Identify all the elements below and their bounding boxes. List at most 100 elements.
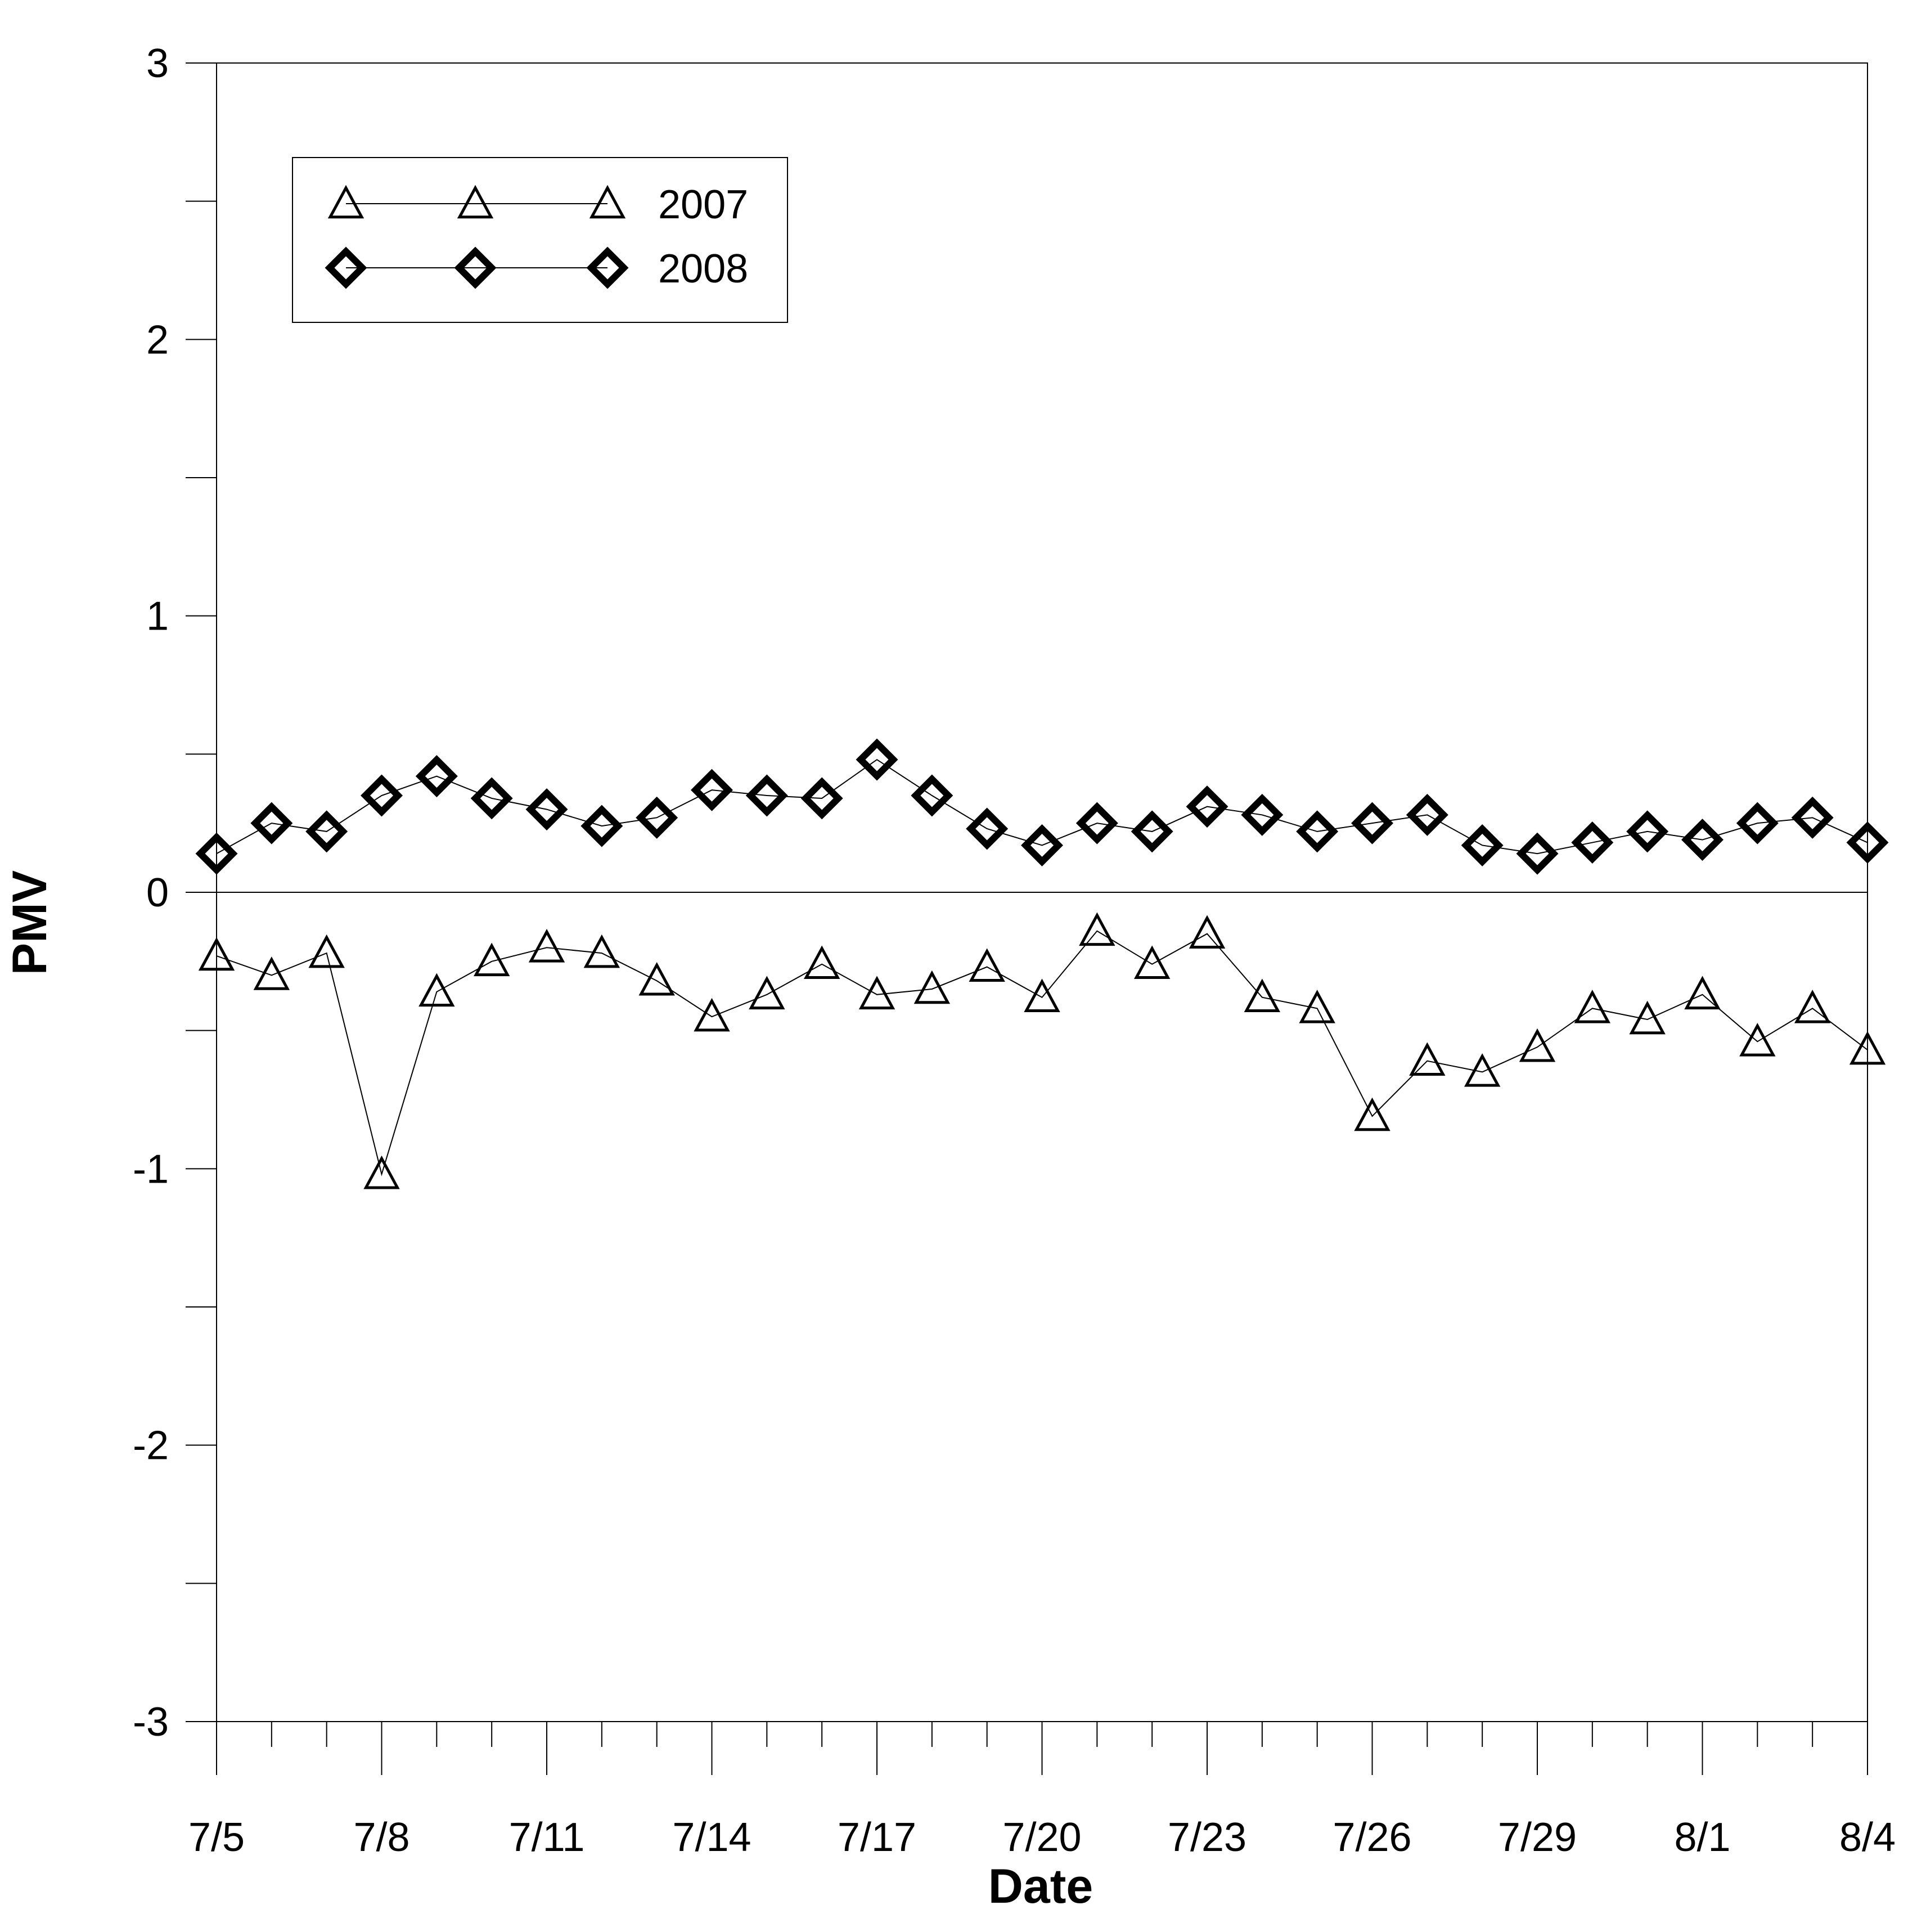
legend-label-2008: 2008 bbox=[658, 246, 748, 291]
data-point-2008-7-13 bbox=[636, 796, 678, 839]
data-point-2008-7-25 bbox=[1296, 810, 1339, 853]
x-tick-label: 7/26 bbox=[1333, 1815, 1411, 1860]
x-tick-label: 7/17 bbox=[838, 1815, 916, 1860]
data-point-2008-8-3 bbox=[1791, 796, 1834, 839]
data-point-2008-7-24 bbox=[1241, 793, 1284, 836]
data-point-2007-7-5 bbox=[198, 937, 235, 971]
y-tick-label: 3 bbox=[146, 41, 169, 86]
data-point-2008-7-12 bbox=[580, 805, 623, 847]
data-point-2007-7-7 bbox=[308, 934, 345, 968]
legend-marker-2008 bbox=[325, 246, 367, 289]
data-point-2007-8-3 bbox=[1794, 990, 1831, 1023]
data-point-2007-7-12 bbox=[583, 934, 620, 968]
x-axis-title: Date bbox=[988, 1859, 1093, 1913]
data-point-2007-7-10 bbox=[473, 942, 510, 977]
data-point-2007-7-14 bbox=[694, 998, 730, 1032]
legend: 2007 2008 bbox=[292, 157, 788, 323]
data-point-2007-7-17 bbox=[858, 976, 896, 1010]
y-axis-title: PMV bbox=[3, 870, 57, 975]
data-point-2007-7-23 bbox=[1189, 915, 1226, 949]
data-point-2008-7-17 bbox=[856, 738, 898, 781]
data-point-2008-8-2 bbox=[1736, 802, 1779, 844]
legend-marker-2007 bbox=[457, 185, 494, 219]
x-tick-label: 7/23 bbox=[1168, 1815, 1246, 1860]
legend-marker-2008 bbox=[586, 246, 629, 289]
data-point-2007-7-20 bbox=[1024, 978, 1060, 1013]
data-point-2008-7-8 bbox=[361, 774, 403, 817]
data-point-2008-7-11 bbox=[525, 788, 568, 831]
data-point-2008-7-20 bbox=[1021, 824, 1063, 866]
data-point-2008-7-31 bbox=[1626, 810, 1669, 853]
data-point-2007-7-24 bbox=[1244, 978, 1281, 1013]
data-point-2007-7-18 bbox=[914, 970, 951, 1004]
data-point-2008-7-28 bbox=[1461, 824, 1504, 866]
legend-box bbox=[292, 157, 788, 323]
data-point-2008-8-1 bbox=[1681, 819, 1724, 861]
data-point-2008-7-15 bbox=[745, 774, 788, 817]
data-point-2008-7-10 bbox=[470, 777, 513, 820]
data-point-2007-7-15 bbox=[749, 976, 785, 1010]
data-point-2007-7-16 bbox=[803, 945, 840, 980]
data-point-2007-7-8 bbox=[363, 1155, 400, 1189]
data-point-2007-7-11 bbox=[528, 929, 565, 963]
legend-marker-2007 bbox=[327, 185, 364, 219]
data-point-2008-7-16 bbox=[800, 777, 843, 820]
legend-label-2007: 2007 bbox=[658, 182, 748, 227]
data-point-2008-7-9 bbox=[415, 755, 458, 798]
data-point-2007-8-2 bbox=[1739, 1023, 1776, 1057]
x-tick-label: 7/11 bbox=[509, 1815, 585, 1860]
data-point-2007-7-13 bbox=[638, 961, 675, 996]
y-tick-label: -1 bbox=[133, 1147, 169, 1192]
data-point-2008-8-4 bbox=[1846, 821, 1889, 864]
x-tick-label: 7/20 bbox=[1002, 1815, 1081, 1860]
data-point-2008-7-26 bbox=[1351, 802, 1393, 844]
x-tick-label: 8/1 bbox=[1674, 1815, 1730, 1860]
data-point-2007-7-28 bbox=[1464, 1053, 1501, 1087]
data-point-2007-7-21 bbox=[1079, 912, 1115, 946]
y-tick-label: 1 bbox=[146, 594, 169, 639]
data-point-2007-7-6 bbox=[253, 956, 290, 990]
data-point-2008-7-6 bbox=[250, 802, 293, 844]
data-point-2008-7-29 bbox=[1516, 832, 1559, 875]
y-tick-label: 0 bbox=[146, 870, 169, 915]
y-tick-label: 2 bbox=[146, 317, 169, 362]
data-point-2008-7-7 bbox=[305, 810, 348, 853]
data-point-2008-7-27 bbox=[1406, 793, 1448, 836]
legend-marker-2007 bbox=[589, 185, 626, 219]
x-tick-label: 7/29 bbox=[1498, 1815, 1577, 1860]
x-tick-label: 7/5 bbox=[188, 1815, 245, 1860]
series-line-2008 bbox=[216, 758, 1868, 855]
y-tick-label: -2 bbox=[133, 1423, 169, 1468]
data-point-2008-7-21 bbox=[1076, 802, 1118, 844]
data-point-2007-7-26 bbox=[1354, 1097, 1390, 1131]
data-point-2007-7-25 bbox=[1299, 990, 1335, 1023]
legend-marker-2008 bbox=[454, 246, 497, 289]
data-point-2008-7-23 bbox=[1186, 785, 1228, 828]
data-series bbox=[195, 738, 1889, 1189]
data-point-2007-7-9 bbox=[418, 973, 455, 1007]
y-tick-label: -3 bbox=[133, 1700, 169, 1745]
data-point-2007-7-19 bbox=[969, 948, 1005, 982]
data-point-2007-7-22 bbox=[1133, 945, 1171, 980]
axis-ticks: 3 2 1 0 -1 -2 -3 7/5 7/8 7/11 7/14 7/17 7/20 7/23 7/26… bbox=[133, 41, 1896, 1860]
data-point-2007-7-29 bbox=[1519, 1028, 1556, 1062]
series-2008 bbox=[195, 738, 1889, 875]
data-point-2008-7-14 bbox=[691, 769, 733, 811]
data-point-2008-7-22 bbox=[1131, 810, 1173, 853]
series-2007 bbox=[198, 912, 1886, 1189]
data-point-2008-7-5 bbox=[195, 832, 238, 875]
data-point-2007-7-27 bbox=[1409, 1042, 1446, 1076]
data-point-2007-7-30 bbox=[1574, 990, 1611, 1023]
data-point-2008-7-30 bbox=[1571, 821, 1614, 864]
x-tick-label: 7/14 bbox=[672, 1815, 751, 1860]
data-point-2007-7-31 bbox=[1629, 1000, 1666, 1035]
data-point-2008-7-19 bbox=[966, 807, 1009, 850]
data-point-2007-8-4 bbox=[1849, 1031, 1886, 1065]
data-point-2008-7-18 bbox=[911, 774, 953, 817]
series-line-2007 bbox=[216, 930, 1868, 1176]
x-tick-label: 8/4 bbox=[1839, 1815, 1896, 1860]
x-tick-label: 7/8 bbox=[353, 1815, 410, 1860]
data-point-2007-8-1 bbox=[1684, 976, 1721, 1010]
